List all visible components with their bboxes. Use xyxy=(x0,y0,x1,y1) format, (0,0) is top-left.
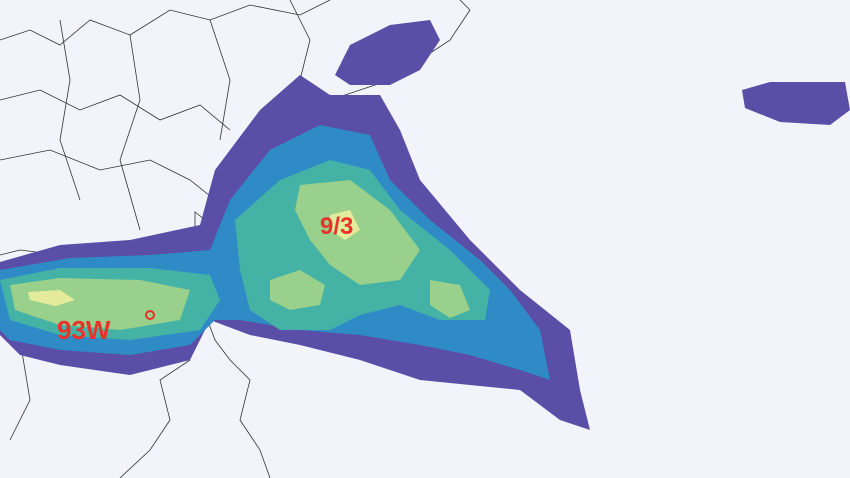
level1-east xyxy=(742,82,850,125)
land-borders xyxy=(0,0,471,478)
level1-north xyxy=(335,20,440,85)
level4-area xyxy=(10,180,470,330)
storm-date-label: 9/3 xyxy=(320,213,354,240)
precip-plume xyxy=(0,20,850,430)
level5-area xyxy=(28,210,360,306)
storm-center-marker xyxy=(145,310,155,320)
storm-id-label: 93W xyxy=(57,315,111,345)
